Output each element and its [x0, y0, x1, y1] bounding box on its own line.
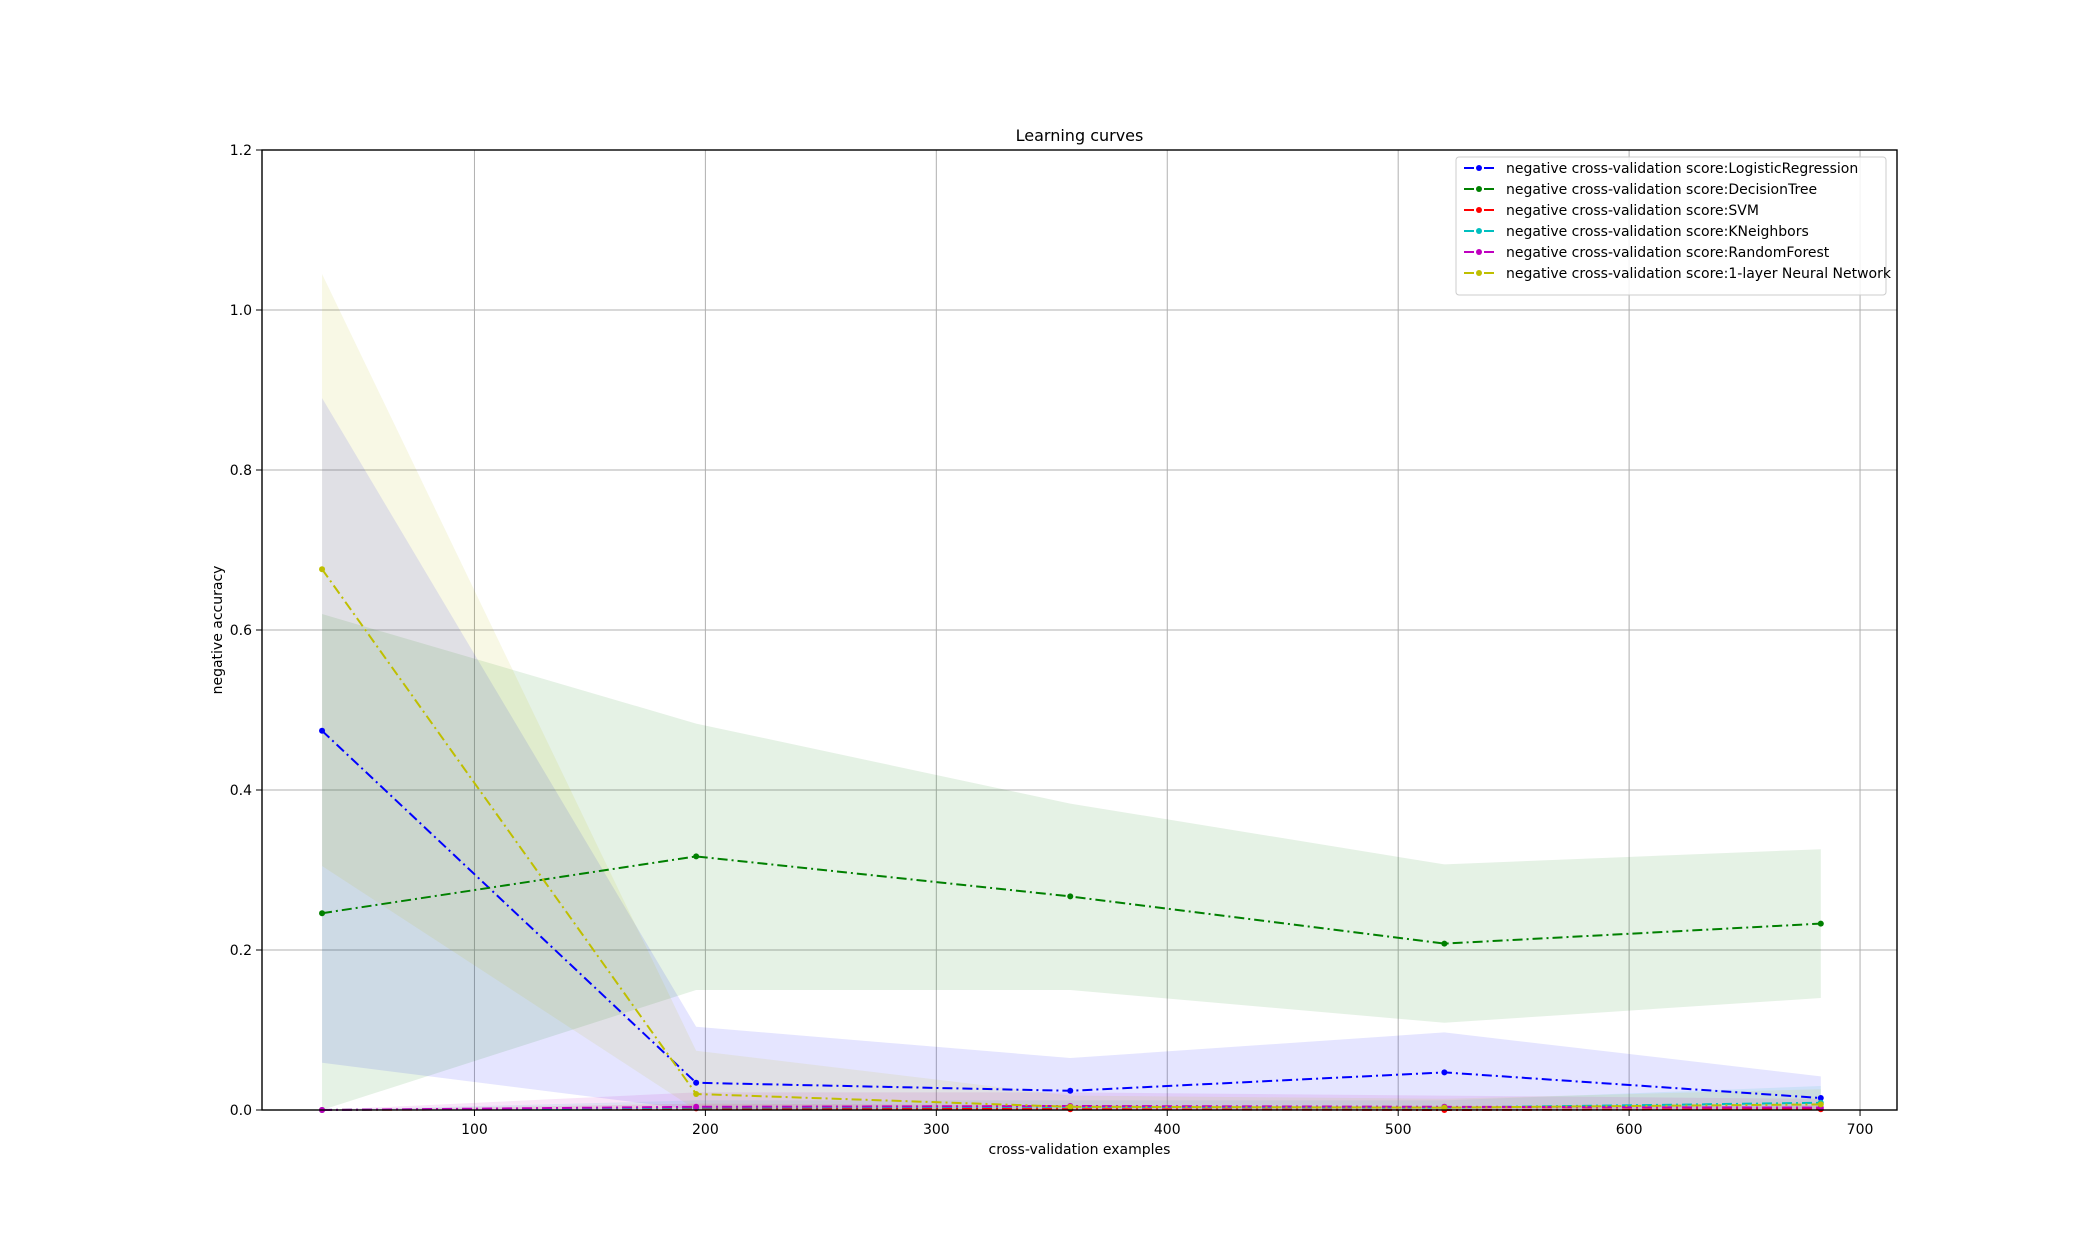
y-tick-label: 0.8: [230, 463, 252, 479]
legend-marker: [1476, 207, 1482, 213]
x-tick-label: 600: [1616, 1122, 1643, 1138]
series-lines: [319, 566, 1824, 1113]
data-point: [1067, 1103, 1074, 1110]
legend-marker: [1476, 186, 1482, 192]
y-tick-label: 0.4: [230, 783, 252, 799]
legend-entry: negative cross-validation score:RandomFo…: [1506, 245, 1830, 261]
data-point: [693, 853, 700, 860]
data-point: [1441, 1104, 1448, 1111]
x-tick-label: 400: [1154, 1122, 1181, 1138]
y-tick-label: 1.2: [230, 143, 252, 159]
confidence-band: [322, 614, 1821, 1110]
y-tick-label: 0.0: [230, 1103, 252, 1119]
data-point: [1441, 940, 1448, 947]
series-line: [321, 568, 1821, 1109]
data-point: [1817, 920, 1824, 927]
legend-box: [1455, 156, 1887, 296]
legend-marker: [1476, 270, 1482, 276]
legend-entry: negative cross-validation score:KNeighbo…: [1506, 224, 1809, 240]
x-axis-label: cross-validation examples: [989, 1142, 1171, 1158]
data-point: [1817, 1101, 1824, 1108]
y-axis-label: negative accuracy: [210, 566, 226, 695]
legend-marker: [1476, 249, 1482, 255]
y-tick-label: 1.0: [230, 303, 252, 319]
axis-ticks: 100 200 300 400 500 600 700 0.0 0.2 0.4 0.6 0.8 1.0 1…: [230, 143, 1874, 1138]
data-point: [319, 566, 326, 573]
x-tick-label: 700: [1847, 1122, 1874, 1138]
legend-marker: [1476, 165, 1482, 171]
chart-title: Learning curves: [1016, 126, 1144, 145]
legend: negative cross-validation score:Logistic…: [1455, 156, 1892, 296]
y-tick-label: 0.6: [230, 623, 252, 639]
confidence-bands: [322, 274, 1821, 1110]
x-tick-label: 200: [692, 1122, 719, 1138]
x-tick-label: 300: [923, 1122, 950, 1138]
data-point: [693, 1091, 700, 1097]
legend-entry: negative cross-validation score:SVM: [1506, 203, 1759, 219]
legend-entry: negative cross-validation score:Decision…: [1506, 182, 1817, 198]
data-point: [1441, 1069, 1448, 1076]
confidence-band: [322, 398, 1821, 1110]
data-point: [1067, 1087, 1074, 1094]
legend-entry: negative cross-validation score:Logistic…: [1506, 161, 1858, 177]
x-tick-label: 100: [461, 1122, 488, 1138]
legend-marker: [1476, 228, 1482, 234]
data-point: [693, 1079, 700, 1086]
legend-entry: negative cross-validation score:1-layer …: [1506, 266, 1892, 282]
x-tick-label: 500: [1385, 1122, 1412, 1138]
data-point: [319, 910, 326, 917]
data-point: [693, 1103, 700, 1110]
data-point: [319, 727, 326, 734]
data-point: [1067, 893, 1074, 900]
y-tick-label: 0.2: [230, 943, 252, 959]
data-point: [1817, 1095, 1824, 1101]
